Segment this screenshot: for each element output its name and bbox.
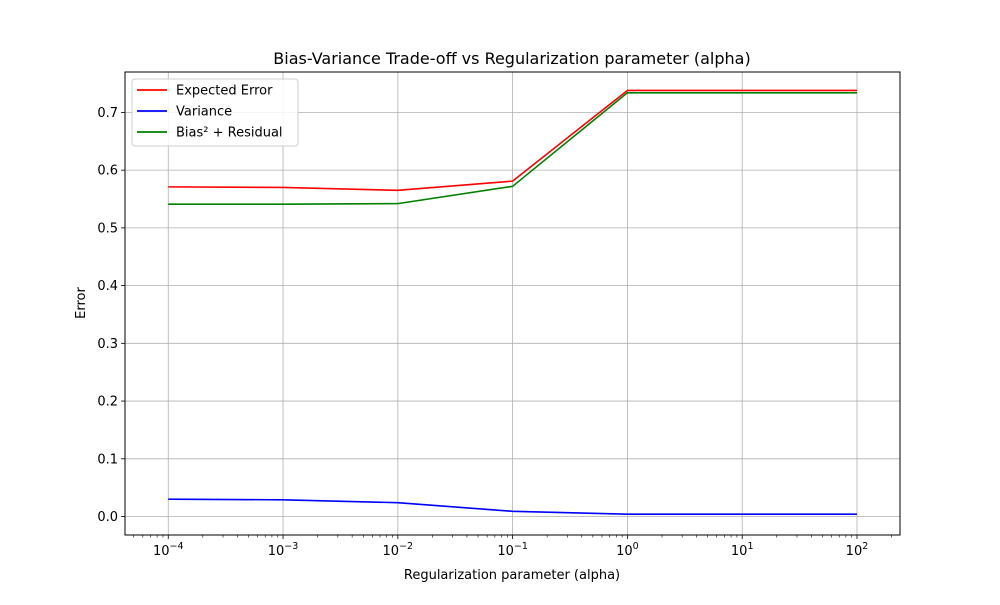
legend: Expected Error Variance Bias² + Residual bbox=[131, 78, 299, 147]
x-tick-base: 10 bbox=[616, 544, 633, 559]
series-line-1 bbox=[168, 498, 857, 516]
series-line-2 bbox=[168, 91, 857, 205]
x-tick-exponent: −4 bbox=[170, 541, 184, 552]
x-tick-base: 10 bbox=[153, 544, 170, 559]
x-tick-base: 10 bbox=[731, 544, 748, 559]
x-tick-label: 10−1 bbox=[497, 541, 528, 559]
y-tick-label: 0.1 bbox=[97, 452, 118, 467]
legend-label: Variance bbox=[176, 105, 232, 120]
y-tick-label: 0.4 bbox=[97, 279, 118, 294]
y-axis: 0.0 0.1 0.2 0.3 0.4 0.5 0.6 0.7 bbox=[97, 106, 125, 525]
x-tick-exponent: 2 bbox=[862, 541, 868, 552]
y-tick-label: 0.3 bbox=[97, 337, 118, 352]
x-tick-exponent: −1 bbox=[514, 541, 528, 552]
legend-label: Bias² + Residual bbox=[176, 126, 283, 141]
x-tick-exponent: −3 bbox=[284, 541, 298, 552]
x-tick-exponent: −2 bbox=[399, 541, 413, 552]
x-tick-label: 10−4 bbox=[153, 541, 184, 559]
x-tick-exponent: 0 bbox=[633, 541, 639, 552]
series-line-0 bbox=[168, 89, 857, 192]
y-tick-label: 0.5 bbox=[97, 221, 118, 236]
x-tick-label: 102 bbox=[846, 541, 869, 559]
x-tick-exponent: 1 bbox=[747, 541, 753, 552]
x-tick-label: 101 bbox=[731, 541, 754, 559]
grid bbox=[125, 72, 900, 535]
x-tick-base: 10 bbox=[383, 544, 400, 559]
y-tick-label: 0.6 bbox=[97, 164, 118, 179]
legend-label: Expected Error bbox=[176, 84, 273, 99]
y-tick-label: 0.7 bbox=[97, 106, 118, 121]
y-tick-label: 0.0 bbox=[97, 510, 118, 525]
x-tick-label: 100 bbox=[616, 541, 639, 559]
x-tick-base: 10 bbox=[268, 544, 285, 559]
x-tick-base: 10 bbox=[497, 544, 514, 559]
x-tick-label: 10−2 bbox=[383, 541, 414, 559]
x-tick-label: 10−3 bbox=[268, 541, 299, 559]
x-tick-base: 10 bbox=[846, 544, 863, 559]
y-axis-label: Error bbox=[74, 287, 89, 319]
x-axis: 10−4 10−3 10−2 10−1 100 101 102 bbox=[133, 535, 892, 559]
chart-title: Bias-Variance Trade-off vs Regularizatio… bbox=[273, 49, 750, 68]
x-axis-label: Regularization parameter (alpha) bbox=[404, 568, 620, 583]
legend-box bbox=[131, 78, 299, 147]
series-lines bbox=[168, 89, 857, 516]
y-tick-label: 0.2 bbox=[97, 395, 118, 410]
